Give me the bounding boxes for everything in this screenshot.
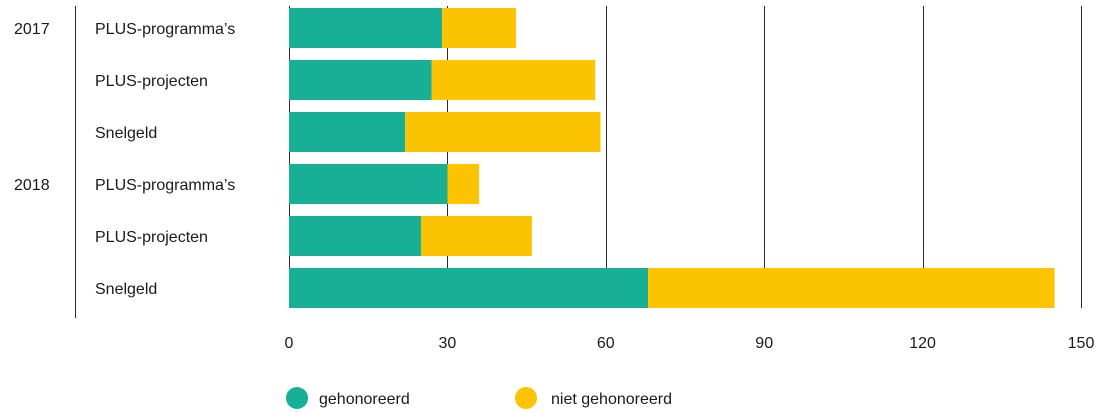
bar-niet-gehonoreerd (442, 8, 517, 48)
x-tick-label: 150 (1068, 335, 1095, 352)
bars (289, 8, 1055, 308)
category-label: PLUS-projecten (95, 73, 208, 90)
category-label: Snelgeld (95, 125, 157, 142)
bar-niet-gehonoreerd (447, 164, 480, 204)
category-label: PLUS-programma’s (95, 177, 235, 194)
category-label: Snelgeld (95, 281, 157, 298)
legend-label: gehonoreerd (319, 391, 410, 408)
bar-gehonoreerd (289, 268, 649, 308)
category-label: PLUS-programma’s (95, 21, 235, 38)
legend-swatch (286, 387, 308, 409)
bar-gehonoreerd (289, 60, 432, 100)
bar-niet-gehonoreerd (405, 112, 601, 152)
category-label: PLUS-projecten (95, 229, 208, 246)
bar-niet-gehonoreerd (421, 216, 532, 256)
bar-gehonoreerd (289, 216, 421, 256)
x-tick-label: 90 (755, 335, 773, 352)
bar-gehonoreerd (289, 112, 406, 152)
labels: 0 30 60 90 120 150 2017 PLUS-programma’s PLUS-pr… (14, 21, 1094, 352)
x-tick-label: 60 (597, 335, 615, 352)
year-label: 2017 (14, 21, 50, 38)
x-tick-label: 0 (285, 335, 294, 352)
legend: gehonoreerd niet gehonoreerd (286, 387, 672, 409)
bar-gehonoreerd (289, 8, 443, 48)
x-tick-label: 120 (909, 335, 936, 352)
grid-lines (289, 6, 1082, 308)
x-tick-label: 30 (439, 335, 457, 352)
bar-gehonoreerd (289, 164, 448, 204)
legend-swatch (515, 387, 537, 409)
bar-niet-gehonoreerd (431, 60, 596, 100)
bar-niet-gehonoreerd (648, 268, 1055, 308)
legend-label: niet gehonoreerd (551, 391, 672, 408)
year-label: 2018 (14, 177, 50, 194)
